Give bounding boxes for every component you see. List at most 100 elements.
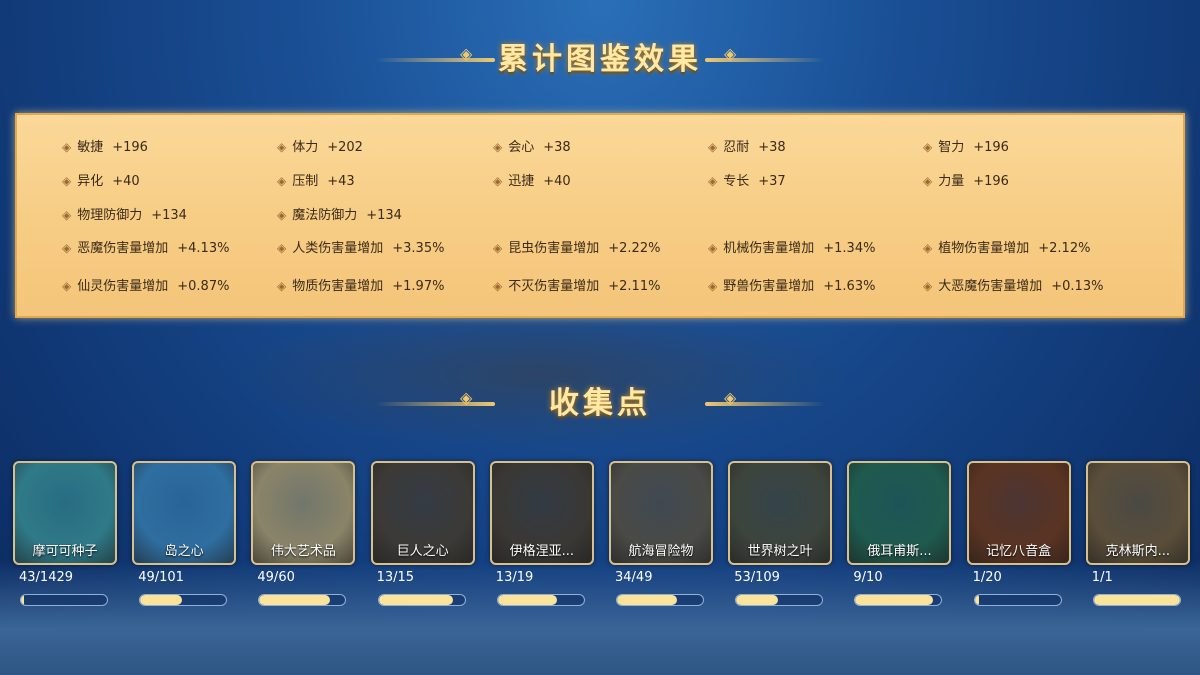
diamond-icon: ◈ [493, 174, 503, 188]
collection-progress-bar [616, 594, 704, 606]
collection-count: 13/15 [376, 570, 415, 585]
collection-count: 1/20 [972, 570, 1002, 585]
collection-card[interactable]: 俄耳甫斯... [847, 461, 952, 565]
collection-name: 巨人之心 [396, 544, 449, 559]
collection-card[interactable]: 记忆八音盒 [966, 461, 1071, 565]
stat-value: +196 [973, 140, 1009, 155]
diamond-icon: ◈ [277, 208, 287, 222]
collection-card[interactable]: 岛之心 [132, 461, 237, 565]
stat-value: +134 [366, 208, 402, 223]
collection-card[interactable]: 伟大艺术品 [251, 461, 356, 565]
stat-value: +196 [973, 174, 1009, 189]
section-ornament-right [705, 402, 825, 406]
stat-item: ◈ 敏捷 +196 [62, 136, 148, 155]
stat-name: 压制 [292, 174, 319, 189]
collection-name: 摩可可种子 [32, 544, 98, 559]
collection-card[interactable]: 伊格涅亚... [489, 461, 594, 565]
collection-count: 1/1 [1091, 570, 1113, 585]
stat-item: ◈ 恶魔伤害量增加 +4.13% [62, 237, 229, 256]
stat-name: 物质伤害量增加 [292, 279, 384, 294]
diamond-icon: ◈ [277, 140, 287, 154]
stat-name: 恶魔伤害量增加 [77, 241, 169, 256]
stat-item: ◈ 植物伤害量增加 +2.12% [923, 237, 1090, 256]
diamond-icon: ◈ [708, 241, 718, 255]
stat-name: 植物伤害量增加 [938, 241, 1030, 256]
diamond-icon: ◈ [923, 241, 933, 255]
stat-item: ◈ 野兽伤害量增加 +1.63% [708, 275, 875, 294]
collection-card[interactable]: 世界树之叶 [728, 461, 833, 565]
stat-value: +2.11% [608, 279, 661, 294]
collection-name: 克林斯内... [1105, 544, 1170, 559]
collection-name: 岛之心 [164, 544, 204, 559]
collection-name: 记忆八音盒 [986, 544, 1052, 559]
stat-name: 体力 [292, 140, 319, 155]
progress-fill [497, 595, 557, 605]
collection-count: 9/10 [853, 570, 883, 585]
collection-progress-bar [1092, 594, 1181, 606]
diamond-icon: ◈ [62, 241, 72, 255]
stat-value: +4.13% [177, 241, 230, 256]
stat-value: +2.12% [1038, 241, 1091, 256]
stat-name: 迅捷 [508, 174, 535, 189]
collection-count: 49/60 [257, 570, 295, 585]
collection-card[interactable]: 航海冒险物 [609, 461, 713, 565]
stat-item: ◈ 体力 +202 [277, 136, 363, 155]
collection-card[interactable]: 摩可可种子 [13, 461, 117, 565]
stat-item: ◈ 智力 +196 [923, 136, 1009, 155]
diamond-icon: ◈ [277, 174, 287, 188]
diamond-icon: ◈ [62, 140, 72, 154]
collection-count: 13/19 [495, 570, 534, 585]
collection-count: 49/101 [138, 570, 184, 585]
title-ornament-right [705, 58, 825, 62]
stat-item: ◈ 异化 +40 [62, 170, 140, 189]
diamond-icon: ◈ [923, 279, 933, 293]
diamond-icon: ◈ [62, 279, 72, 293]
stat-value: +43 [327, 174, 355, 189]
collection-progress-bar [258, 594, 347, 606]
stat-item: ◈ 魔法防御力 +134 [277, 204, 402, 223]
collection-progress-bar [139, 594, 228, 606]
page-title: 累计图鉴效果 [498, 42, 702, 77]
section-title: 收集点 [549, 386, 651, 421]
stat-value: +40 [112, 174, 140, 189]
diamond-icon: ◈ [923, 140, 933, 154]
diamond-icon: ◈ [460, 44, 473, 63]
stat-value: +3.35% [392, 241, 445, 256]
collection-name: 俄耳甫斯... [867, 544, 932, 559]
stat-value: +1.63% [823, 279, 876, 294]
collection-card[interactable]: 克林斯内... [1085, 461, 1190, 565]
diamond-icon: ◈ [708, 174, 718, 188]
diamond-icon: ◈ [62, 208, 72, 222]
stat-name: 机械伤害量增加 [723, 241, 815, 256]
collection-progress-bar [496, 594, 585, 606]
stat-value: +0.13% [1051, 279, 1104, 294]
stat-item: ◈ 不灭伤害量增加 +2.11% [493, 275, 660, 294]
stat-value: +1.97% [392, 279, 445, 294]
stat-name: 野兽伤害量增加 [723, 279, 815, 294]
stat-name: 魔法防御力 [292, 208, 358, 223]
background-mountains [0, 560, 1200, 675]
stat-name: 昆虫伤害量增加 [508, 241, 600, 256]
stat-value: +2.22% [608, 241, 661, 256]
stat-name: 专长 [723, 174, 750, 189]
background-floating-island [230, 300, 850, 450]
collection-progress-bar [735, 594, 824, 606]
collection-card[interactable]: 巨人之心 [370, 461, 475, 565]
progress-fill [378, 595, 454, 605]
stat-item: ◈ 大恶魔伤害量增加 +0.13% [923, 275, 1103, 294]
diamond-icon: ◈ [493, 279, 503, 293]
stat-item: ◈ 物质伤害量增加 +1.97% [277, 275, 444, 294]
diamond-icon: ◈ [923, 174, 933, 188]
stat-value: +38 [543, 140, 571, 155]
progress-fill [21, 595, 24, 605]
diamond-icon: ◈ [724, 388, 737, 407]
stat-item: ◈ 忍耐 +38 [708, 136, 786, 155]
diamond-icon: ◈ [724, 44, 737, 63]
stat-value: +134 [151, 208, 187, 223]
stat-item: ◈ 昆虫伤害量增加 +2.22% [493, 237, 660, 256]
stat-name: 大恶魔伤害量增加 [938, 279, 1043, 294]
diamond-icon: ◈ [493, 140, 503, 154]
collection-name: 航海冒险物 [628, 544, 694, 559]
stat-name: 异化 [77, 174, 104, 189]
collection-name: 世界树之叶 [747, 544, 813, 559]
